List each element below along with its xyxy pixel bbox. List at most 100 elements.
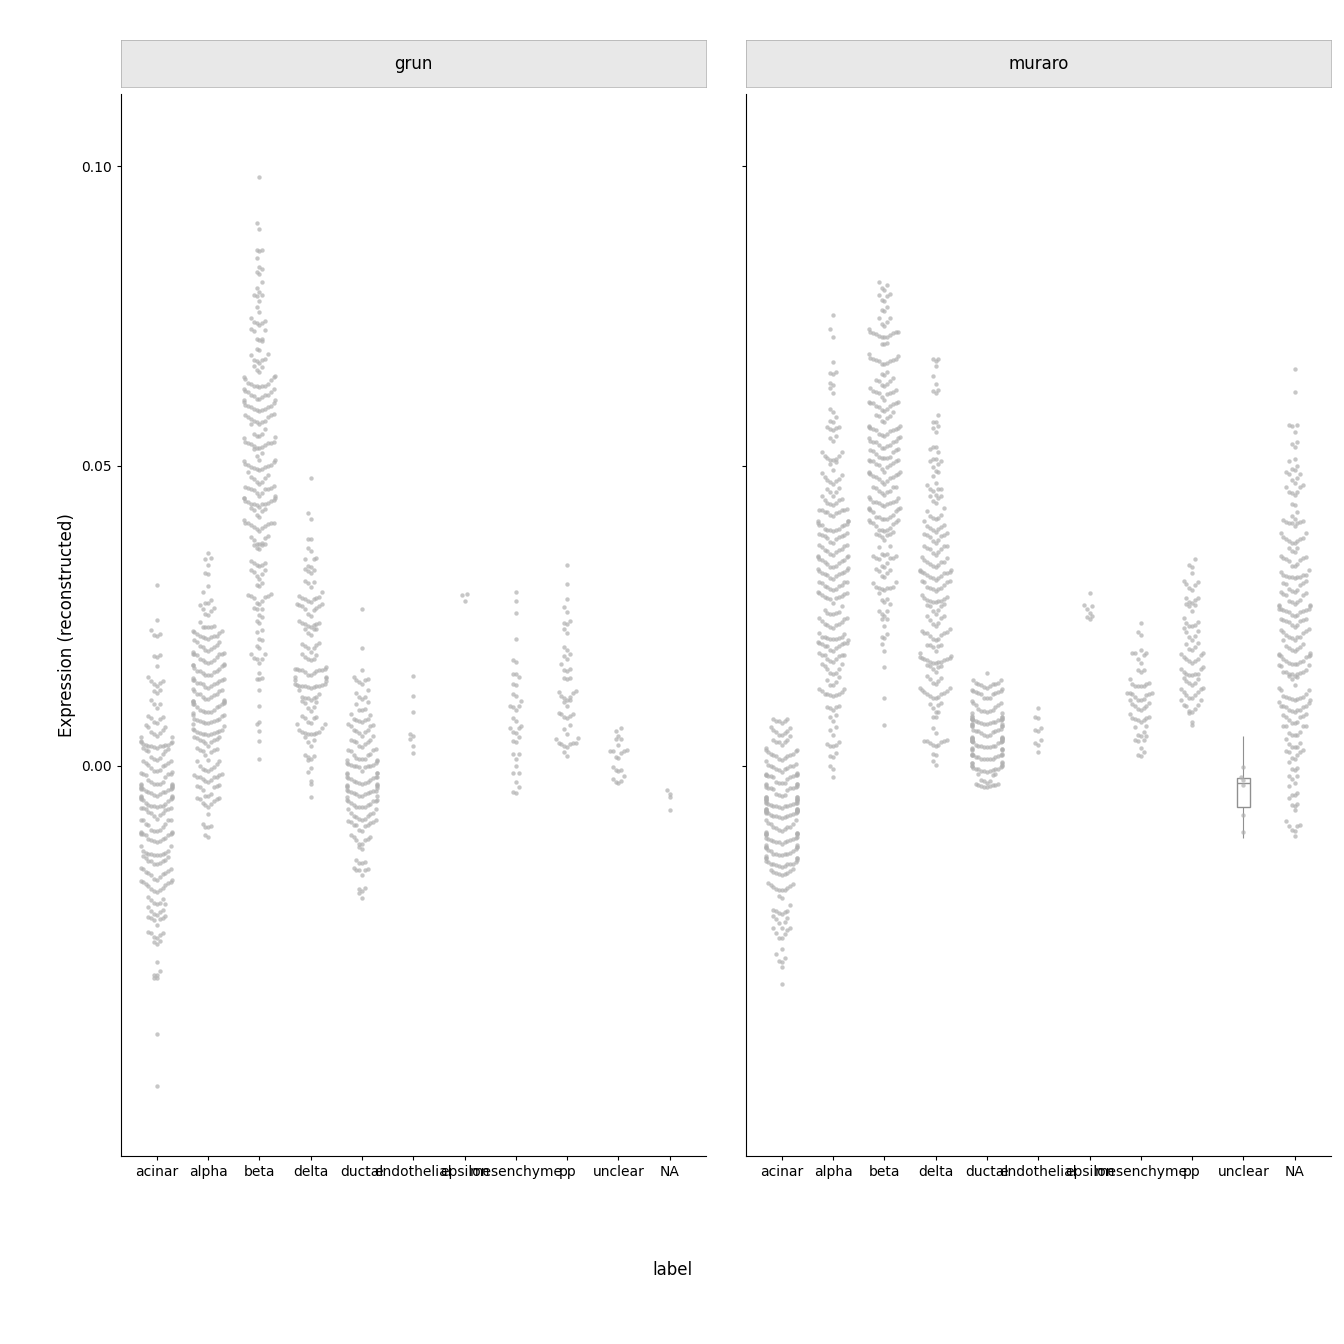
Point [780,917,801,938]
Point [820,746,841,767]
Point [927,669,949,691]
Point [919,595,941,617]
Point [1184,594,1206,616]
Point [554,645,575,667]
Point [806,558,828,579]
Point [1270,645,1292,667]
Point [130,823,152,844]
Point [144,831,165,852]
Point [1286,481,1308,503]
Point [130,786,152,808]
Point [1138,706,1160,727]
Point [937,680,958,702]
Point [294,589,316,610]
Point [1296,715,1317,737]
Point [922,366,943,387]
Point [879,395,900,417]
Point [866,380,887,402]
Point [769,749,790,770]
Point [976,688,997,710]
Point [211,719,233,741]
Point [312,718,333,739]
Point [297,664,319,685]
Point [831,500,852,521]
Point [195,593,216,614]
Point [988,681,1009,703]
Point [927,478,949,500]
Point [930,504,952,526]
Point [134,848,156,870]
Point [874,591,895,613]
Point [152,743,173,765]
Point [831,526,852,547]
Point [343,667,364,688]
Point [246,445,267,466]
Point [774,900,796,922]
Point [1278,590,1300,612]
Point [755,801,777,823]
Point [1192,656,1214,677]
Point [195,723,216,745]
Point [358,731,379,753]
Point [146,759,168,781]
Point [786,821,808,843]
Point [1289,699,1310,720]
Point [551,653,573,675]
Point [917,551,938,573]
Point [137,896,159,918]
Point [1293,739,1314,761]
Point [823,532,844,554]
Point [757,802,778,824]
Point [1130,724,1152,746]
Point [755,847,777,868]
Point [876,446,898,468]
Point [554,618,575,640]
Point [1130,676,1152,698]
Point [243,560,265,582]
Point [144,645,165,667]
Point [294,723,316,745]
Point [1284,773,1305,794]
Point [144,880,165,902]
Point [823,383,844,405]
Point [780,853,801,875]
Point [992,715,1013,737]
Point [190,766,211,788]
Point [1296,703,1317,724]
Point [251,493,273,515]
Point [866,492,887,513]
Point [181,689,203,711]
Point [300,540,321,562]
Point [771,761,793,782]
Point [860,439,882,461]
Point [874,353,895,375]
Point [810,485,832,507]
Point [820,520,841,542]
Point [786,765,808,786]
Point [882,577,903,598]
Point [1176,587,1198,609]
Point [808,571,829,593]
Point [828,489,849,511]
Point [755,836,777,857]
Point [146,712,168,734]
Point [337,739,359,761]
Point [919,732,941,754]
Point [782,793,804,814]
Point [263,512,285,534]
Point [817,659,839,680]
Point [235,395,257,417]
Point [1270,620,1292,641]
Point [786,824,808,845]
Point [155,906,176,927]
Point [874,496,895,517]
Point [970,749,992,770]
Point [157,809,179,831]
Point [1273,622,1294,644]
Point [1138,672,1160,694]
Point [970,712,992,734]
Point [241,550,262,571]
Point [863,380,884,402]
Point [882,477,903,499]
Point [882,431,903,453]
